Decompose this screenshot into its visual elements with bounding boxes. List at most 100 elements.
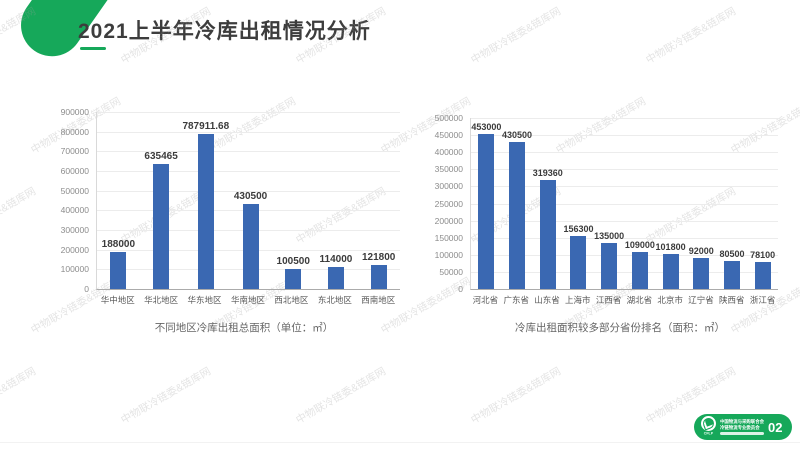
bar-value-label: 156300: [563, 223, 594, 234]
gridline: [97, 151, 400, 153]
bar-value-label: 430500: [502, 129, 533, 140]
gridline: [471, 203, 778, 205]
bar: [478, 134, 495, 289]
gridline: [97, 131, 400, 133]
bar-value-label: 80500: [719, 249, 745, 260]
x-category-label: 华东地区: [187, 295, 222, 305]
y-tick-label: 500000: [434, 113, 463, 123]
bar: [370, 265, 387, 289]
bar-slot: 121800: [357, 112, 400, 289]
gridline: [471, 186, 778, 188]
cflp-abbr: CFLP: [703, 431, 713, 436]
y-tick-label: 400000: [434, 147, 463, 158]
y-tick-label: 300000: [434, 181, 463, 192]
bar-slot: 453000: [471, 118, 502, 289]
y-tick-label: 200000: [434, 215, 463, 226]
org-banner-strip: [720, 432, 764, 435]
watermark-text: 中物联冷链委&链库网: [469, 365, 563, 427]
cflp-logo-icon: [700, 416, 716, 431]
bar-value-label: 430500: [233, 191, 268, 203]
title-underline: [80, 47, 106, 50]
footer-divider: [0, 442, 800, 443]
y-tick-label: 350000: [434, 164, 463, 175]
y-axis-ticks: 900000 800000 700000 600000 500000 400000 3000…: [58, 108, 92, 294]
gridline: [471, 152, 778, 154]
gridline: [471, 220, 778, 222]
watermark-text: 中物联冷链委&链库网: [0, 365, 38, 427]
gridline: [471, 237, 778, 239]
x-category-label: 山东省: [534, 295, 560, 305]
watermark-text: 中物联冷链委&链库网: [644, 5, 738, 67]
org-name-line2: 冷链物流专业委员会: [720, 425, 760, 431]
chart-title: 冷库出租面积较多部分省份排名（面积：㎡）: [515, 322, 725, 334]
x-category-label: 河北省: [472, 295, 499, 305]
bar-slot: 80500: [717, 118, 748, 289]
footer-org-text: 中国物流与采购联合会 冷链物流专业委员会: [720, 419, 766, 435]
page-number: 02: [768, 419, 783, 435]
gridline: [97, 190, 400, 192]
bar: [242, 204, 259, 289]
bar: [570, 235, 587, 289]
bar: [754, 262, 771, 289]
bar-slot: 114000: [315, 112, 358, 289]
bar-slot: 635465: [140, 112, 183, 289]
y-tick-label: 150000: [434, 232, 463, 243]
chart-regions-total-area: 900000 800000 700000 600000 500000 400000 3000…: [58, 108, 400, 335]
y-tick-label: 200000: [60, 244, 89, 255]
bar: [153, 164, 170, 289]
y-tick-label: 400000: [60, 205, 89, 216]
bar-slot: 787911.68: [182, 112, 229, 289]
bar-value-label: 78100: [750, 250, 776, 261]
y-tick-label: 700000: [60, 146, 89, 157]
bar-value-label: 101800: [655, 242, 686, 253]
bar-slot: 188000: [97, 112, 140, 289]
bar-value-label: 135000: [594, 230, 625, 241]
bar: [601, 242, 618, 289]
x-category-label: 华南地区: [230, 295, 265, 305]
bar: [723, 261, 740, 289]
y-tick-label: 900000: [60, 107, 89, 117]
gridline: [471, 169, 778, 171]
y-tick-label: 250000: [434, 198, 463, 209]
bar-slot: 92000: [686, 118, 717, 289]
bar: [327, 266, 344, 289]
watermark-text: 中物联冷链委&链库网: [469, 5, 563, 67]
y-tick-label: 800000: [60, 126, 89, 137]
chart-province-ranking: 500000 450000 400000 350000 300000 250000 2000…: [430, 114, 778, 335]
watermark-text: 中物联冷链委&链库网: [294, 365, 388, 427]
plot-area: 453000 430500 319360 156300 135000 109000 1018…: [470, 118, 778, 290]
x-category-label: 广东省: [503, 295, 529, 305]
gridline: [97, 171, 400, 172]
gridline: [471, 271, 778, 273]
x-category-label: 江西省: [595, 295, 622, 305]
bar-value-label: 100500: [276, 256, 310, 268]
y-tick-label: 0: [84, 284, 89, 294]
bar-slot: 430500: [502, 118, 533, 289]
penguin-emblem-icon: [700, 416, 716, 431]
bar: [197, 134, 214, 289]
y-axis-ticks: 500000 450000 400000 350000 300000 250000 2000…: [430, 114, 466, 294]
x-category-label: 华中地区: [100, 295, 135, 305]
x-axis-labels: 华中地区 华北地区 华东地区 华南地区 西北地区 东北地区 西南地区: [96, 294, 400, 306]
y-tick-label: 0: [458, 284, 463, 294]
gridline: [471, 254, 778, 256]
bar-value-label: 453000: [471, 122, 502, 133]
bar-slot: 135000: [594, 118, 625, 289]
x-category-label: 浙江省: [749, 295, 776, 305]
bar-slot: 319360: [532, 118, 563, 289]
page-title: 2021上半年冷库出租情况分析: [78, 20, 371, 43]
x-category-label: 东北地区: [317, 295, 352, 305]
bar: [631, 251, 648, 289]
bar-value-label: 319360: [532, 167, 563, 178]
bar-value-label: 635465: [144, 151, 178, 163]
y-tick-label: 500000: [60, 185, 89, 196]
cflp-logo: CFLP: [698, 416, 718, 438]
org-name-line1: 中国物流与采购联合会: [720, 419, 764, 425]
bar-series: 453000 430500 319360 156300 135000 109000 1018…: [471, 118, 778, 289]
x-category-label: 辽宁省: [688, 295, 714, 305]
bar-value-label: 787911.68: [182, 121, 230, 133]
bar-slot: 100500: [272, 112, 315, 289]
bar: [110, 252, 127, 289]
bar-value-label: 92000: [688, 245, 714, 256]
x-category-label: 湖北省: [626, 295, 653, 305]
